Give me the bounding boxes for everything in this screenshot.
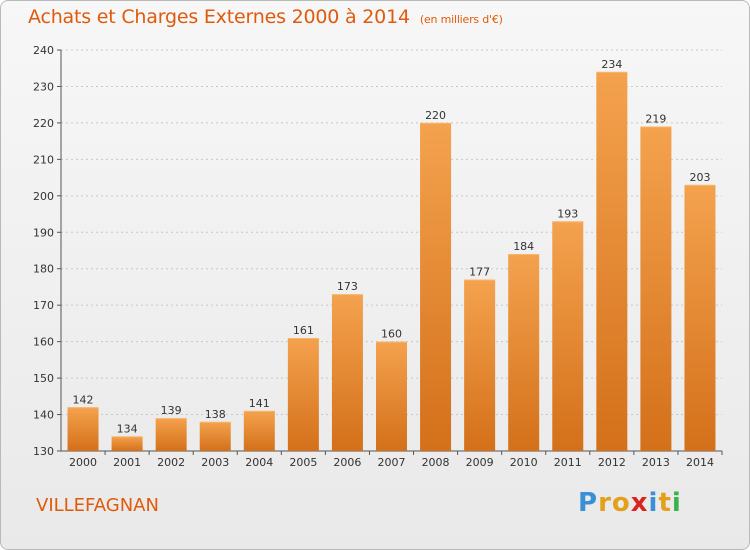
chart-title: Achats et Charges Externes 2000 à 2014 (e… xyxy=(28,6,503,28)
y-tick-label: 160 xyxy=(33,336,54,349)
x-tick-label-2004: 2004 xyxy=(245,456,273,469)
x-tick-label-2012: 2012 xyxy=(598,456,626,469)
x-tick-label-2009: 2009 xyxy=(466,456,494,469)
bar-2005 xyxy=(287,337,319,451)
x-tick-label-2011: 2011 xyxy=(554,456,582,469)
bar-2013 xyxy=(640,126,672,452)
bar-2012 xyxy=(596,71,628,451)
data-label-2009: 177 xyxy=(469,266,490,279)
y-tick-label: 140 xyxy=(33,409,54,422)
x-tick-label-2003: 2003 xyxy=(201,456,229,469)
proxiti-logo[interactable]: Proxiti xyxy=(578,488,682,518)
data-label-2001: 134 xyxy=(117,422,138,435)
y-tick-label: 240 xyxy=(33,44,54,57)
x-tick-label-2002: 2002 xyxy=(157,456,185,469)
commune-name: VILLEFAGNAN xyxy=(36,495,159,516)
bar-2008 xyxy=(420,122,452,451)
logo-letter: i xyxy=(648,488,659,518)
bar-2003 xyxy=(199,421,231,451)
y-tick-label: 180 xyxy=(33,263,54,276)
data-label-2006: 173 xyxy=(337,280,358,293)
data-label-2008: 220 xyxy=(425,109,446,122)
y-tick-label: 150 xyxy=(33,372,54,385)
x-tick-label-2006: 2006 xyxy=(333,456,361,469)
bar-2001 xyxy=(111,436,143,451)
data-label-2011: 193 xyxy=(557,207,578,220)
bar-2000 xyxy=(67,407,99,451)
bar-2006 xyxy=(331,294,363,451)
logo-letter: P xyxy=(578,488,599,518)
data-label-2014: 203 xyxy=(689,171,710,184)
bars xyxy=(67,71,716,452)
logo-letter: t xyxy=(658,488,672,518)
data-label-2000: 142 xyxy=(73,393,94,406)
logo-letter: o xyxy=(611,488,631,518)
x-tick-label-2013: 2013 xyxy=(642,456,670,469)
data-label-2012: 234 xyxy=(601,58,622,71)
bar-2010 xyxy=(508,254,540,451)
y-tick-label: 200 xyxy=(33,190,54,203)
data-label-2013: 219 xyxy=(645,113,666,126)
logo-letter: i xyxy=(671,488,682,518)
bar-2004 xyxy=(243,410,275,451)
x-tick-label-2007: 2007 xyxy=(378,456,406,469)
logo-letter: r xyxy=(598,488,612,518)
data-label-2003: 138 xyxy=(205,408,226,421)
y-tick-label: 190 xyxy=(33,226,54,239)
bar-2009 xyxy=(464,279,496,451)
y-tick-label: 230 xyxy=(33,80,54,93)
data-labels: 142 134 139 138 141 161 173 160 220 177 184 193 234 2… xyxy=(73,58,711,436)
x-tick-label-2005: 2005 xyxy=(289,456,317,469)
x-tick-label-2010: 2010 xyxy=(510,456,538,469)
axes: 130 140 150 160 170 180 190 200 210 220 230 240 2000… xyxy=(33,44,723,469)
y-tick-label: 130 xyxy=(33,445,54,458)
chart-unit: (en milliers d'€) xyxy=(419,13,503,26)
x-tick-label-2014: 2014 xyxy=(686,456,714,469)
y-tick-label: 220 xyxy=(33,117,54,130)
logo-letter: x xyxy=(630,488,649,518)
bar-2011 xyxy=(552,221,584,451)
data-label-2004: 141 xyxy=(249,397,270,410)
x-tick-label-2008: 2008 xyxy=(422,456,450,469)
data-label-2005: 161 xyxy=(293,324,314,337)
bar-2007 xyxy=(376,341,407,451)
y-tick-label: 210 xyxy=(33,153,54,166)
x-tick-label-2001: 2001 xyxy=(113,456,141,469)
chart-title-text: Achats et Charges Externes 2000 à 2014 xyxy=(28,6,410,28)
data-label-2007: 160 xyxy=(381,328,402,341)
bar-2014 xyxy=(684,184,716,451)
data-label-2002: 139 xyxy=(161,404,182,417)
data-label-2010: 184 xyxy=(513,240,534,253)
y-tick-label: 170 xyxy=(33,299,54,312)
bar-2002 xyxy=(155,418,187,451)
x-tick-label-2000: 2000 xyxy=(69,456,97,469)
